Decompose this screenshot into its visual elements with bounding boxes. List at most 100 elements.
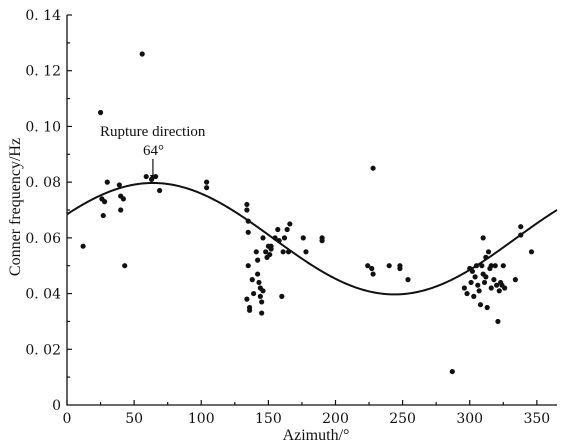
data-point — [405, 277, 411, 283]
points-layer — [80, 51, 535, 375]
data-point — [257, 293, 263, 299]
data-point — [477, 302, 484, 308]
y-tick-label: 0. 14 — [25, 8, 61, 24]
data-point — [483, 254, 489, 260]
data-point — [479, 263, 485, 269]
y-tick-label: 0. 10 — [25, 119, 61, 135]
data-point — [157, 187, 163, 194]
x-tick-label: 350 — [523, 411, 550, 427]
data-point — [303, 249, 309, 255]
data-point — [518, 224, 524, 230]
data-point — [259, 299, 265, 305]
data-point — [280, 249, 286, 255]
data-point — [104, 179, 110, 185]
data-point — [481, 279, 488, 286]
data-point — [204, 179, 210, 185]
data-point — [249, 277, 255, 283]
y-tick-label: 0. 02 — [25, 342, 61, 358]
data-point — [469, 268, 476, 274]
y-tick-label: 0. 04 — [25, 287, 61, 303]
data-point — [116, 182, 122, 188]
data-point — [256, 279, 262, 286]
annotation-arrow-head — [149, 174, 156, 181]
data-point — [263, 249, 269, 255]
data-point — [285, 249, 292, 255]
data-point — [485, 249, 492, 255]
data-point — [512, 277, 518, 283]
x-tick-label: 300 — [456, 411, 483, 427]
annotation-rupture-direction: Rupture direction — [100, 124, 206, 140]
data-point — [143, 173, 149, 180]
data-point — [122, 263, 128, 269]
data-point — [386, 263, 392, 269]
data-point — [468, 279, 474, 286]
data-point — [484, 304, 490, 311]
data-point — [370, 271, 376, 277]
data-point — [245, 229, 251, 235]
x-axis-label: Azimuth/° — [283, 427, 350, 444]
data-point — [120, 196, 126, 202]
data-point — [471, 293, 477, 299]
data-point — [279, 293, 285, 299]
x-tick-label: 200 — [322, 411, 349, 427]
data-point — [300, 235, 306, 241]
data-point — [101, 199, 108, 205]
data-point — [496, 288, 502, 294]
data-point — [244, 207, 250, 213]
data-point — [260, 288, 266, 294]
data-point — [245, 218, 251, 224]
y-tick-label: 0 — [52, 398, 61, 414]
data-point — [483, 274, 489, 280]
y-tick-label: 0. 06 — [25, 231, 61, 247]
data-point — [502, 285, 508, 291]
data-point — [461, 285, 467, 291]
data-point — [491, 277, 497, 283]
data-point — [267, 251, 273, 258]
data-point — [488, 263, 494, 269]
data-point — [259, 310, 265, 316]
data-point — [139, 51, 145, 57]
data-point — [255, 271, 261, 277]
data-point — [244, 296, 250, 302]
data-point — [245, 263, 251, 269]
x-tick-label: 100 — [188, 411, 215, 427]
data-point — [473, 263, 480, 269]
data-point — [518, 232, 524, 238]
x-tick-label: 0 — [63, 411, 72, 427]
data-point — [319, 238, 325, 244]
data-point — [500, 263, 506, 269]
data-point — [464, 290, 470, 297]
data-point — [495, 318, 501, 325]
data-point — [492, 263, 498, 269]
data-point — [276, 238, 282, 244]
data-point — [488, 285, 494, 291]
annotation-layer: Rupture direction 64° — [100, 124, 206, 181]
data-point — [255, 257, 261, 263]
axis-frame — [66, 15, 557, 406]
data-point — [287, 221, 293, 227]
data-point — [449, 368, 455, 375]
data-point — [80, 243, 86, 249]
x-tick-label: 250 — [389, 411, 416, 427]
x-tick-label: 50 — [125, 411, 143, 427]
data-point — [369, 265, 375, 272]
data-point — [365, 263, 371, 269]
data-point — [246, 307, 253, 313]
data-point — [284, 226, 290, 233]
data-point — [528, 249, 535, 255]
data-point — [370, 165, 376, 171]
data-point — [480, 235, 486, 241]
data-point — [268, 246, 274, 252]
data-point — [281, 235, 288, 241]
y-axis-label: Conner frequency/Hz — [7, 138, 24, 276]
x-tick-label: 150 — [255, 411, 282, 427]
axes: 0 50 100 150 200 250 300 350 0. 02 0. 04 0. 06 0. 0… — [25, 8, 557, 427]
data-point — [476, 288, 482, 294]
data-point — [260, 235, 266, 241]
data-point — [118, 207, 124, 213]
data-point — [204, 185, 210, 191]
data-point — [275, 226, 281, 233]
data-point — [97, 109, 104, 116]
data-point — [244, 201, 250, 208]
